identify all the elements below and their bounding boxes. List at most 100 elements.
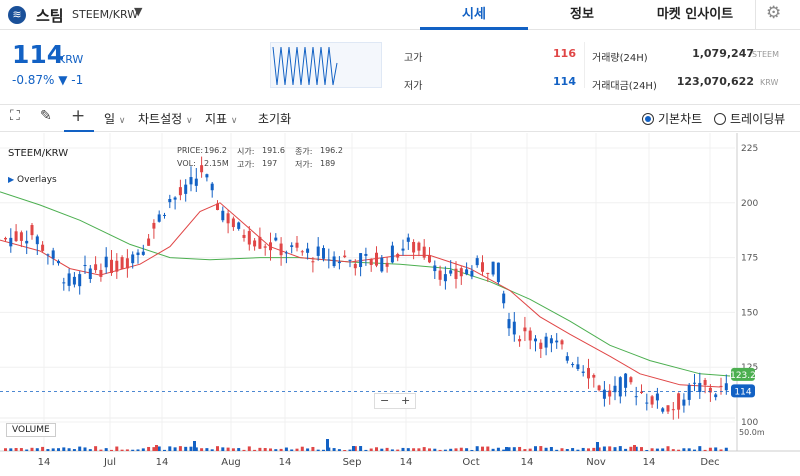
candle-body [216,203,219,211]
candle-body [178,187,182,196]
volume-bar [184,446,188,451]
candle-body [19,232,23,241]
volume-bar [465,448,469,451]
volume-bar [242,449,246,451]
ohlc-low-value: 189 [320,159,336,168]
candle-body [200,165,204,173]
x-tick-label: Jul [103,457,116,468]
volume-bar [565,449,569,451]
candle-body [581,371,585,373]
candle-body [576,364,580,369]
candle-body [417,242,421,251]
y-tick-label: 200 [741,199,758,209]
indicators-label: 지표 [205,112,228,126]
candle-body [194,178,198,186]
candle-body [295,242,299,248]
candle-body [284,252,288,254]
volume-bar [608,446,612,451]
candle-body [549,338,553,344]
volume-bar [332,448,336,451]
chevron-down-icon: ∨ [230,116,238,126]
x-tick-label: Sep [343,457,362,468]
x-tick-label: Dec [700,457,719,468]
volume-bar [475,446,479,451]
candle-body [401,248,405,251]
candle-body [555,340,559,343]
high-label: 고가 [404,53,423,64]
volume-bar [682,448,686,451]
amount-label: 거래대금(24H) [592,81,657,92]
amount-value: 123,070,622 [676,75,754,88]
indicators-select[interactable]: 지표 ∨ [205,110,238,127]
candle-body [597,385,601,391]
gear-icon[interactable]: ⚙ [766,3,782,23]
zoom-in-button[interactable]: + [401,394,411,407]
volume-bar [125,449,129,451]
candle-body [51,250,55,259]
volume-bar [221,447,225,451]
x-tick-label: Aug [221,457,241,468]
volume-tag[interactable]: VOLUME [6,423,56,437]
price-chart-svg[interactable]: 22520017515012510050.0m14Jul14Aug14Sep14… [0,133,800,472]
tab-info[interactable]: 정보 [570,7,594,22]
candle-body [412,241,416,253]
volume-value: 1,079,247 [692,47,754,60]
tab-market-price[interactable]: 시세 [420,0,528,30]
candle-body [311,261,315,263]
price-unit: KRW [58,53,84,66]
tradingview-label[interactable]: 트레이딩뷰 [730,112,786,126]
interval-select[interactable]: 일 ∨ [104,110,125,127]
candle-body [14,231,18,242]
candle-body [714,394,718,398]
volume-bar [269,448,272,451]
crosshair-tool-active [64,105,94,132]
volume-bar [449,448,453,451]
volume-bar [163,449,166,451]
chart-settings-select[interactable]: 차트설정 ∨ [138,110,193,127]
basic-chart-radio[interactable] [642,113,654,125]
candle-body [104,256,108,268]
volume-bar [205,448,209,451]
candle-body [120,257,124,269]
volume-bar [602,446,606,451]
volume-bar [576,449,580,451]
volume-bar [30,447,34,451]
volume-bar [131,449,135,451]
coin-name[interactable]: 스팀 [36,7,64,25]
volume-bar [613,447,617,451]
candle-body [83,265,87,267]
candle-body [624,373,628,388]
volume-bar [337,449,341,451]
price-badge [731,384,755,398]
candle-body [359,253,363,268]
candle-body [608,390,612,397]
volume-bar [348,449,352,451]
candle-body [475,258,479,266]
x-tick-label: Nov [586,457,606,468]
price-chart[interactable]: 22520017515012510050.0m14Jul14Aug14Sep14… [0,133,800,472]
fullscreen-icon[interactable]: ⛶ [10,108,20,124]
volume-bar [99,449,103,451]
tradingview-radio[interactable] [714,113,726,125]
coin-select-caret-icon[interactable]: ▼ [134,5,143,18]
pencil-icon[interactable]: ✎ [40,108,52,124]
crosshair-icon[interactable]: + [71,106,86,126]
volume-bar [300,446,304,451]
volume-bar [698,446,702,451]
candle-body [650,396,654,405]
chart-toolbar: ⛶ ✎ + 일 ∨ 차트설정 ∨ 지표 ∨ 초기화 기본차트 트레이딩뷰 [0,104,800,132]
reset-button[interactable]: 초기화 [258,112,292,126]
ma-badge [731,367,755,381]
volume-bar [412,448,416,451]
zoom-out-button[interactable]: − [380,394,390,407]
tab-market-insight[interactable]: 마켓 인사이트 [656,7,734,22]
candle-body [390,245,394,263]
candle-body [666,405,670,412]
overlays-toggle[interactable]: ▶ Overlays [8,175,57,185]
candle-body [189,177,193,185]
candle-body [30,225,34,236]
volume-bar [560,448,564,451]
basic-chart-label[interactable]: 기본차트 [658,112,703,126]
coin-pair[interactable]: STEEM/KRW [72,8,139,21]
volume-bar [724,447,728,451]
